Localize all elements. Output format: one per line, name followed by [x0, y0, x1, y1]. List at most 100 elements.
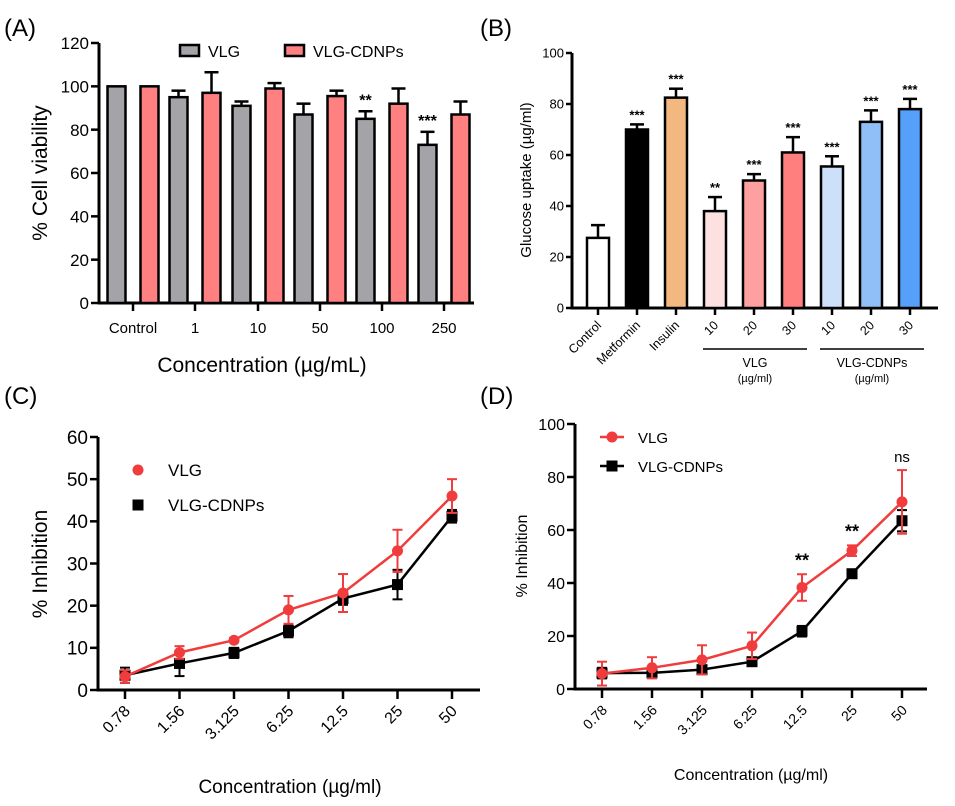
- data-point-vlg-cdnps: [846, 568, 858, 580]
- bar-vlg: [168, 95, 189, 305]
- group-unit: (µg/ml): [738, 373, 772, 385]
- bar-vlg-cdnps: [201, 91, 222, 305]
- y-tick-label: 0: [80, 294, 89, 313]
- data-point-vlg-cdnps: [796, 625, 808, 637]
- panel-b-label: (B): [480, 15, 512, 42]
- data-point-vlg: [446, 490, 458, 502]
- y-tick-label: 40: [70, 207, 89, 226]
- panel-b-chart: 020406080100ControlMetformin***Insulin**…: [542, 46, 938, 385]
- y-tick-label: 60: [67, 428, 88, 449]
- bar: [819, 165, 845, 310]
- panel-b-ylabel: Glucose uptake (µg/ml): [518, 102, 535, 257]
- bar: [780, 151, 806, 310]
- x-tick-label: 10: [250, 320, 267, 337]
- x-tick-label: 30: [896, 318, 916, 338]
- bar-vlg-cdnps: [139, 85, 160, 305]
- y-tick-label: 0: [557, 301, 564, 316]
- panel-c-chart: 0 10 20 30 40 50 60 0.78 1.56 3.125 6.25 12.5 25 50 VL…: [67, 428, 480, 743]
- x-tick-label: 1.56: [154, 703, 188, 737]
- x-tick-label: 25: [838, 702, 860, 724]
- significance-label: ***: [418, 113, 437, 130]
- x-tick-label: 12.5: [318, 703, 352, 737]
- panel-c-label: (C): [4, 383, 37, 410]
- data-point-vlg: [337, 587, 349, 599]
- panel-d-chart: 0 20 40 60 80 100 0.78 1.56 3.125 6.25 12.5 25 50 ** *…: [538, 417, 927, 738]
- x-tick-label: 0.78: [100, 703, 134, 737]
- significance-label: **: [795, 550, 809, 570]
- x-tick-label: 100: [369, 320, 394, 337]
- bar: [585, 236, 611, 310]
- legend-label: VLG-CDNPs: [313, 44, 404, 61]
- significance-label: ***: [629, 107, 645, 122]
- panel-d-ylabel: % Inhibition: [514, 515, 531, 598]
- data-point-vlg-cdnps: [446, 510, 458, 522]
- data-point-vlg: [646, 662, 658, 674]
- x-tick-label: 50: [888, 702, 910, 724]
- legend-marker: [606, 460, 618, 472]
- data-point-vlg-cdnps: [283, 625, 294, 637]
- x-tick-label: 6.25: [263, 703, 297, 737]
- y-tick-label: 20: [550, 250, 564, 265]
- x-tick-label: 10: [701, 318, 721, 338]
- y-tick-label: 100: [542, 46, 564, 61]
- bar: [741, 179, 767, 310]
- bar: [897, 107, 923, 310]
- y-tick-label: 0: [556, 682, 565, 699]
- y-tick-label: 100: [538, 417, 565, 434]
- data-point-vlg-cdnps: [174, 657, 185, 669]
- significance-label: ns: [894, 449, 910, 466]
- y-tick-label: 40: [547, 576, 565, 593]
- significance-label: ***: [746, 157, 762, 172]
- bar-vlg: [417, 143, 438, 305]
- y-tick-label: 80: [547, 470, 565, 487]
- y-tick-label: 60: [550, 148, 564, 163]
- panel-d-xlabel: Concentration (µg/ml): [674, 767, 828, 784]
- panel-c-xlabel: Concentration (µg/ml): [198, 777, 381, 798]
- panel-a-xlabel: Concentration (µg/mL): [157, 354, 366, 377]
- legend-marker: [132, 464, 144, 476]
- x-tick-label: 50: [312, 320, 329, 337]
- y-tick-label: 100: [61, 77, 89, 96]
- x-tick-label: 20: [740, 318, 760, 338]
- x-tick-label: Insulin: [647, 318, 682, 353]
- bar-vlg: [355, 117, 376, 305]
- x-tick-label: Control: [566, 318, 604, 356]
- bar-vlg-cdnps: [264, 87, 285, 305]
- y-tick-label: 80: [70, 121, 89, 140]
- legend-label: VLG: [208, 44, 240, 61]
- x-tick-label: 1: [191, 320, 199, 337]
- y-tick-label: 40: [550, 199, 564, 214]
- bar: [858, 120, 884, 310]
- x-tick-label: 0.78: [580, 702, 611, 733]
- x-tick-label: 50: [436, 703, 461, 728]
- legend-label: VLG-CDNPs: [638, 459, 723, 476]
- y-tick-label: 10: [67, 639, 88, 660]
- group-label: VLG-CDNPs: [837, 356, 908, 370]
- y-tick-label: 40: [67, 512, 88, 533]
- y-tick-label: 30: [67, 554, 88, 575]
- bar: [663, 96, 689, 310]
- data-point-vlg-cdnps: [392, 579, 403, 591]
- significance-label: ***: [785, 120, 801, 135]
- bar-vlg-cdnps: [388, 102, 409, 305]
- data-point-vlg: [896, 496, 908, 508]
- data-point-vlg: [596, 668, 608, 680]
- significance-label: **: [845, 521, 859, 541]
- x-tick-label: 6.25: [730, 702, 761, 733]
- group-label: VLG: [742, 356, 767, 370]
- panel-a-label: (A): [4, 15, 36, 42]
- bar: [624, 128, 650, 310]
- y-tick-label: 20: [70, 251, 89, 270]
- legend-label: VLG: [638, 430, 668, 447]
- legend-label: VLG: [168, 461, 202, 480]
- data-point-vlg: [228, 634, 240, 646]
- bar-vlg: [106, 85, 127, 305]
- bar-vlg: [231, 104, 252, 305]
- group-unit: (µg/ml): [855, 373, 889, 385]
- significance-label: **: [359, 92, 372, 109]
- y-tick-label: 120: [61, 34, 89, 53]
- data-point-vlg: [696, 654, 708, 666]
- panel-a-ylabel: % Cell viability: [29, 105, 52, 241]
- panel-c-ylabel: % Inhibition: [29, 510, 52, 619]
